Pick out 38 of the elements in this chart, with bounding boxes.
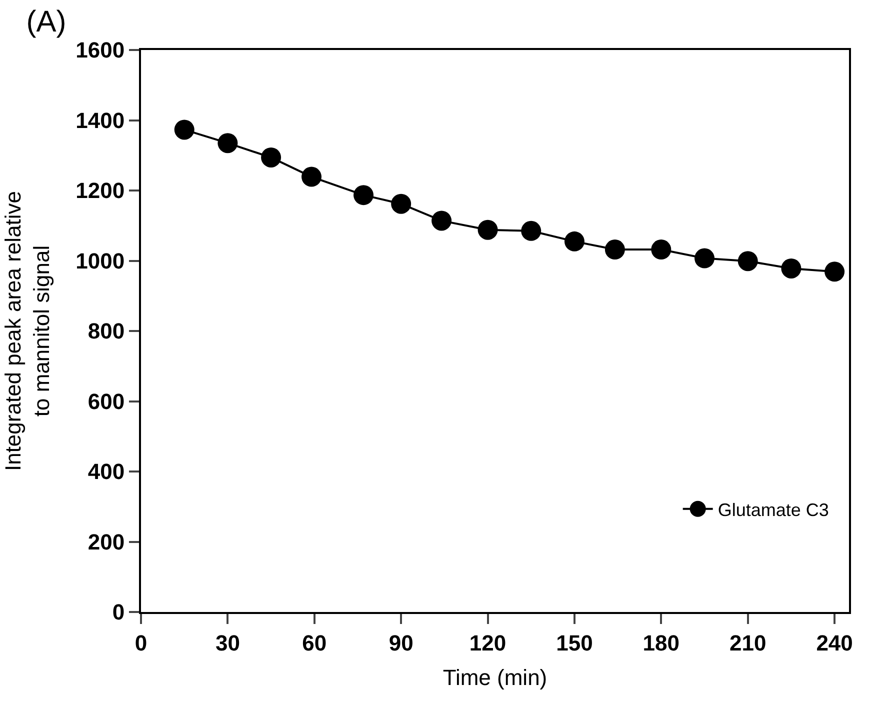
point bbox=[302, 166, 322, 187]
x-tick-label: 90 bbox=[388, 630, 414, 656]
y-tick-label: 400 bbox=[88, 459, 125, 484]
y-tick-label: 1400 bbox=[76, 108, 125, 133]
y-tick-label: 200 bbox=[88, 529, 125, 554]
x-tick-label: 180 bbox=[642, 630, 680, 656]
y-tick-label: 1000 bbox=[76, 248, 125, 274]
legend-label: Glutamate C3 bbox=[718, 500, 829, 520]
point bbox=[174, 120, 194, 140]
y-axis-title: Integrated peak area relative to mannitol signal bbox=[0, 190, 54, 472]
point bbox=[521, 220, 542, 241]
x-tick-label: 120 bbox=[469, 630, 506, 656]
x-tick-label: 240 bbox=[816, 630, 853, 656]
point bbox=[391, 194, 412, 214]
y-tick-label: 1200 bbox=[76, 178, 125, 204]
x-axis-title: Time (min) bbox=[442, 664, 548, 690]
point bbox=[651, 240, 672, 260]
y-tick-label: 0 bbox=[112, 600, 125, 625]
point bbox=[694, 248, 715, 268]
x-tick-label: 60 bbox=[302, 630, 327, 656]
point bbox=[564, 231, 584, 252]
x-tick-label: 210 bbox=[730, 630, 766, 656]
y-tick-label: 600 bbox=[88, 388, 125, 414]
point bbox=[738, 251, 758, 272]
chart-title: (A) bbox=[26, 6, 66, 39]
point bbox=[218, 133, 238, 154]
point bbox=[354, 185, 374, 206]
point bbox=[604, 240, 625, 260]
x-tick-label: 0 bbox=[134, 630, 148, 656]
x-tick-label: 150 bbox=[556, 630, 593, 656]
point bbox=[824, 262, 845, 282]
point bbox=[781, 258, 802, 278]
point bbox=[261, 147, 282, 168]
point bbox=[478, 220, 498, 240]
point bbox=[432, 210, 452, 231]
x-tick-label: 30 bbox=[215, 630, 240, 656]
y-tick-label: 800 bbox=[88, 318, 125, 344]
y-tick-label: 1600 bbox=[76, 38, 125, 63]
